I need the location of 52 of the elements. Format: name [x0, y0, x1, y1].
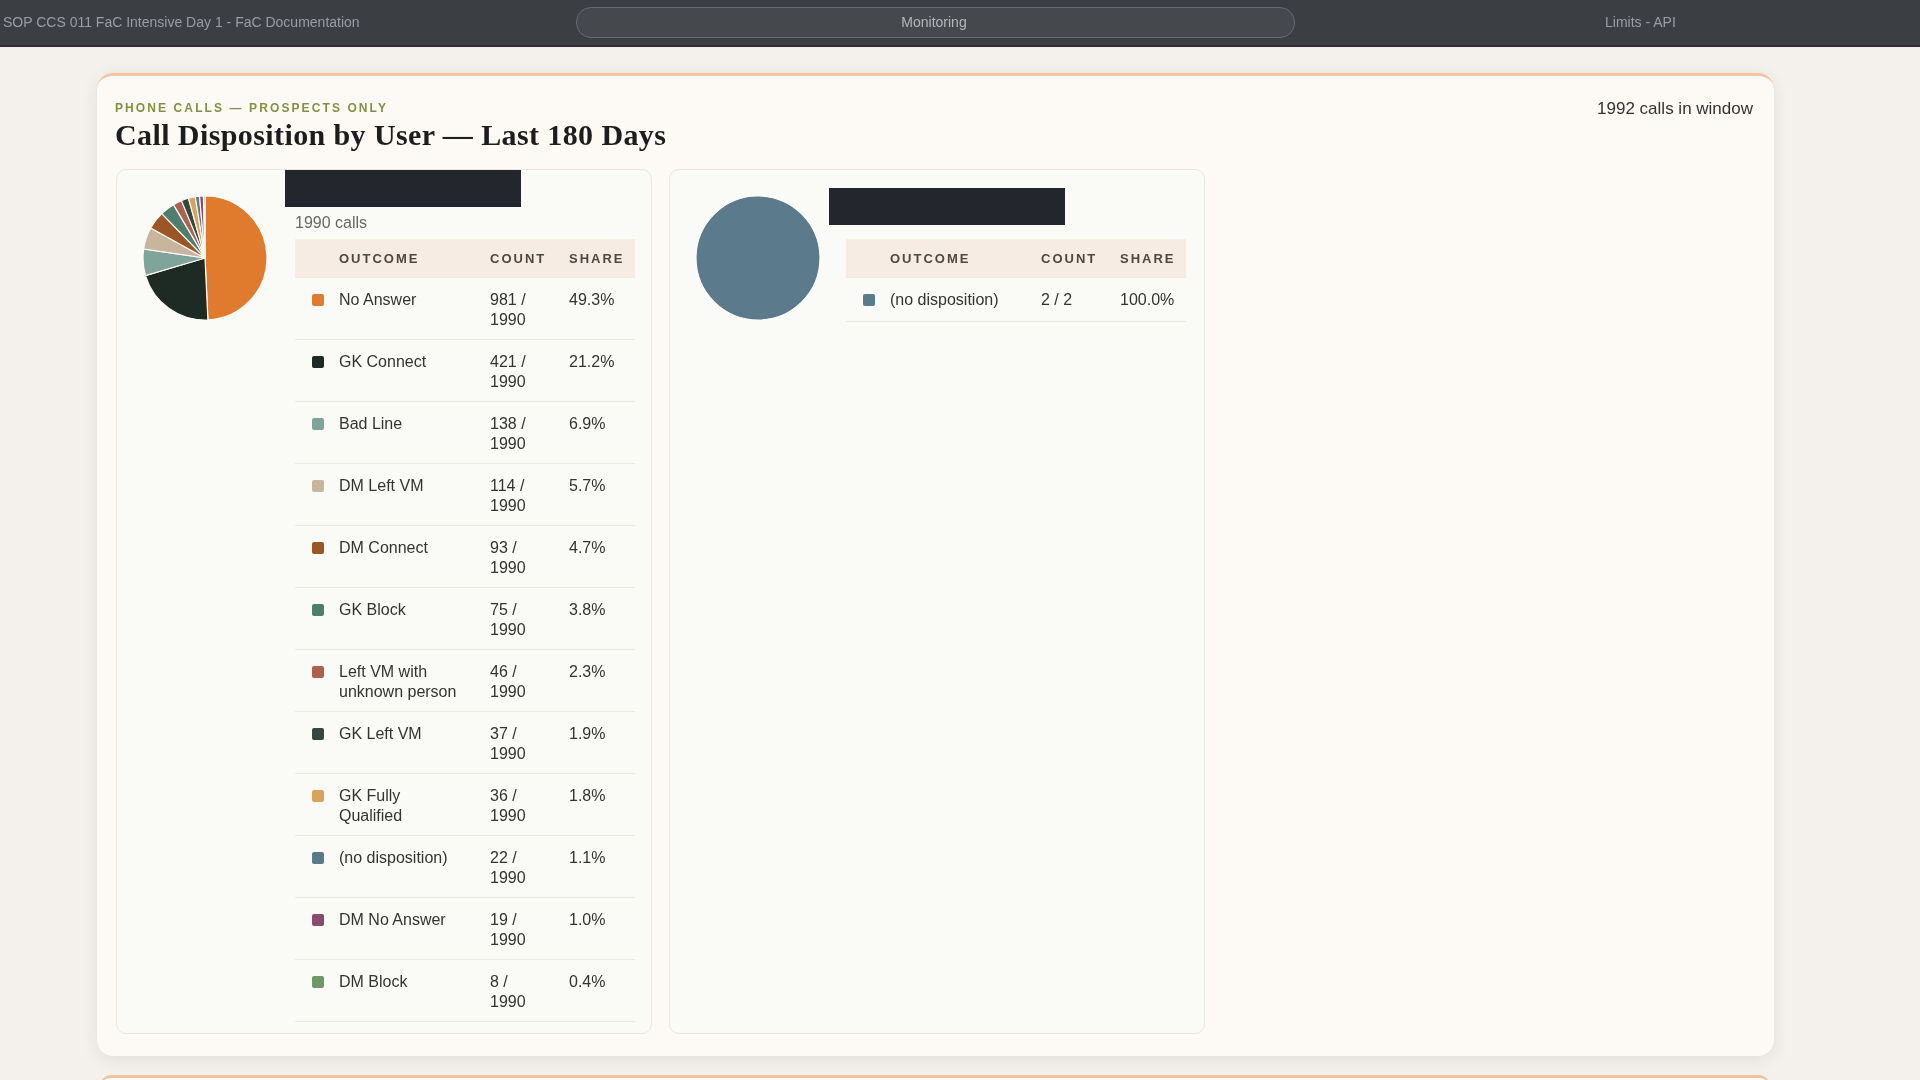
text: COUNT	[1041, 239, 1120, 278]
text: 37 / 1990	[490, 711, 569, 774]
legend-label: (no disposition)	[890, 277, 1041, 321]
data-label: 5.7%	[569, 463, 635, 526]
legend-label: (no disposition)	[339, 835, 490, 898]
data-label: 0.4%	[569, 959, 635, 1022]
text: 1992 calls in window	[1597, 99, 1753, 119]
text: 1990 calls	[295, 213, 368, 233]
text: 19 / 1990	[490, 897, 569, 960]
text: PHONE CALLS — PROSPECTS ONLY	[115, 101, 389, 115]
legend-label: DM Connect	[339, 525, 490, 588]
data-label: 4.7%	[569, 525, 635, 588]
text: 75 / 1990	[490, 587, 569, 650]
legend-label: No Answer	[339, 277, 490, 340]
text: 93 / 1990	[490, 525, 569, 588]
data-label: 1.8%	[569, 773, 635, 836]
text: SHARE	[1120, 239, 1186, 278]
text: Limits - API	[1605, 13, 1676, 31]
data-label: 1.9%	[569, 711, 635, 774]
legend-label: GK Connect	[339, 339, 490, 402]
text: 138 / 1990	[490, 401, 569, 464]
text: 22 / 1990	[490, 835, 569, 898]
legend-label: GK Left VM	[339, 711, 490, 774]
legend-label: DM No Answer	[339, 897, 490, 960]
text: 46 / 1990	[490, 649, 569, 712]
data-label: 1.1%	[569, 835, 635, 898]
legend-label: DM Left VM	[339, 463, 490, 526]
legend-label: Bad Line	[339, 401, 490, 464]
data-label: 3.8%	[569, 587, 635, 650]
text: 981 / 1990	[490, 277, 569, 340]
data-label: 21.2%	[569, 339, 635, 402]
data-label: 100.0%	[1120, 277, 1186, 321]
legend-label: GK Fully Qualified	[339, 773, 490, 836]
text: 2 / 2	[1041, 277, 1120, 321]
data-label: 1.0%	[569, 897, 635, 960]
text: SHARE	[569, 239, 635, 278]
text: 114 / 1990	[490, 463, 569, 526]
text: Monitoring	[901, 13, 967, 31]
text: 421 / 1990	[490, 339, 569, 402]
legend-title: OUTCOME	[339, 239, 490, 278]
text: COUNT	[490, 239, 569, 278]
text: 8 / 1990	[490, 959, 569, 1022]
text: Call Disposition by User — Last 180 Days	[115, 118, 667, 152]
text: 36 / 1990	[490, 773, 569, 836]
data-label: 6.9%	[569, 401, 635, 464]
data-label: 49.3%	[569, 277, 635, 340]
legend-label: Left VM with unknown person	[339, 649, 490, 712]
legend-title: OUTCOME	[890, 239, 1041, 278]
text: SOP CCS 011 FaC Intensive Day 1 - FaC Documentation	[3, 13, 360, 31]
data-label: 2.3%	[569, 649, 635, 712]
legend-label: DM Block	[339, 959, 490, 1022]
legend-label: GK Block	[339, 587, 490, 650]
